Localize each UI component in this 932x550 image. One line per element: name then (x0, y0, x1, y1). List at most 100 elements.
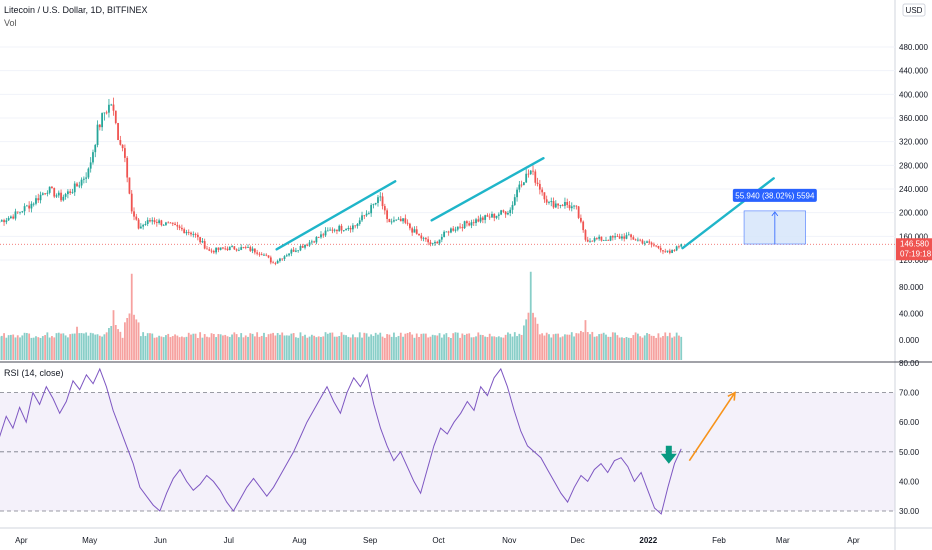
candle-body (3, 220, 5, 223)
currency-button[interactable]: USD (902, 3, 926, 17)
candle-body (632, 237, 635, 240)
volume-bar (541, 333, 544, 360)
measure-arrow-head (771, 211, 779, 217)
candle-body (659, 247, 662, 251)
candle-body (495, 215, 498, 218)
candle-body (297, 250, 300, 252)
volume-bar (347, 336, 350, 360)
volume-bar (356, 337, 359, 360)
candle-body (158, 220, 160, 223)
volume-bar (678, 335, 680, 360)
volume-bar (390, 336, 393, 360)
candle-body (443, 231, 445, 237)
candle-body (62, 196, 65, 201)
volume-bar (176, 335, 179, 360)
volume-bar (586, 332, 589, 360)
candle-body (310, 241, 313, 243)
price-tick-label: 320.000 (899, 138, 928, 147)
trendline[interactable] (275, 180, 397, 251)
volume-tick-label: 0.000 (899, 336, 920, 345)
candle-body (217, 247, 220, 250)
candle-body (256, 252, 259, 254)
candle-body (534, 171, 537, 183)
candle-body (30, 203, 33, 209)
volume-bar (258, 336, 261, 360)
candle-body (292, 249, 295, 252)
candle-body (643, 242, 646, 244)
candle-body (114, 110, 117, 124)
candle-body (39, 194, 42, 201)
volume-bar (509, 333, 512, 360)
candle-body (582, 221, 585, 231)
volume-bar (381, 336, 384, 360)
volume-bar (568, 334, 571, 360)
volume-bar (607, 336, 610, 360)
time-tick-label: Sep (363, 536, 378, 545)
candle-body (356, 223, 359, 227)
candle-body (199, 237, 202, 243)
volume-bar (632, 335, 635, 360)
volume-bar (12, 334, 15, 360)
volume-bar (680, 336, 683, 360)
volume-bar (363, 332, 366, 360)
candle-body (673, 250, 676, 251)
candle-body (518, 184, 521, 190)
measure-tool[interactable]: 55.940 (38.02%) 5594 (732, 188, 817, 245)
volume-bar (119, 331, 122, 360)
candle-body (19, 211, 21, 213)
volume-bar (436, 335, 439, 360)
volume-bar (395, 337, 398, 360)
volume-bar (625, 336, 628, 360)
volume-bar (299, 332, 302, 360)
volume-bar (491, 336, 493, 360)
volume-bar (60, 333, 62, 360)
candle-body (429, 242, 432, 245)
candle-body (263, 254, 265, 256)
last-price-badge: 146.580 07:19:18 (896, 238, 932, 261)
candle-body (92, 152, 94, 163)
volume-bar (44, 335, 46, 360)
candle-body (60, 192, 62, 201)
volume-bar (149, 333, 151, 360)
volume-bar (605, 334, 607, 360)
volume-bar (208, 337, 211, 360)
candle-body (295, 250, 297, 252)
candle-body (10, 216, 12, 218)
volume-bar (160, 336, 163, 360)
volume-bar (64, 335, 67, 360)
volume-bar (393, 332, 395, 360)
volume-bar (461, 333, 464, 360)
volume-bar (406, 332, 409, 360)
main-pane[interactable] (0, 0, 895, 360)
candle-body (69, 191, 72, 193)
candle-body (678, 246, 680, 248)
measure-label: 55.940 (38.02%) 5594 (735, 191, 815, 200)
volume-bar (634, 332, 637, 360)
candle-body (153, 220, 156, 223)
volume-bar (76, 326, 78, 360)
volume-bar (249, 333, 252, 360)
candle-body (450, 228, 452, 233)
trendline[interactable] (430, 157, 545, 222)
rsi-tick-label: 60.00 (899, 418, 920, 427)
candle-body (623, 236, 626, 239)
candle-body (381, 196, 384, 207)
volume-bar (212, 333, 215, 360)
candle-body (365, 213, 368, 216)
volume-bar (513, 332, 516, 360)
volume-bar (32, 337, 35, 360)
currency-button-label: USD (906, 6, 923, 15)
volume-bar (573, 336, 575, 360)
candle-body (16, 211, 19, 213)
candle-body (402, 218, 404, 222)
volume-bar (144, 335, 147, 360)
volume-bar (488, 333, 491, 360)
candle-body (634, 239, 637, 241)
volume-bar (354, 337, 357, 360)
candle-body (591, 240, 594, 242)
volume-bar (507, 332, 509, 360)
volume-bar (404, 333, 407, 360)
candle-body (110, 104, 113, 106)
volume-bar (602, 332, 605, 360)
